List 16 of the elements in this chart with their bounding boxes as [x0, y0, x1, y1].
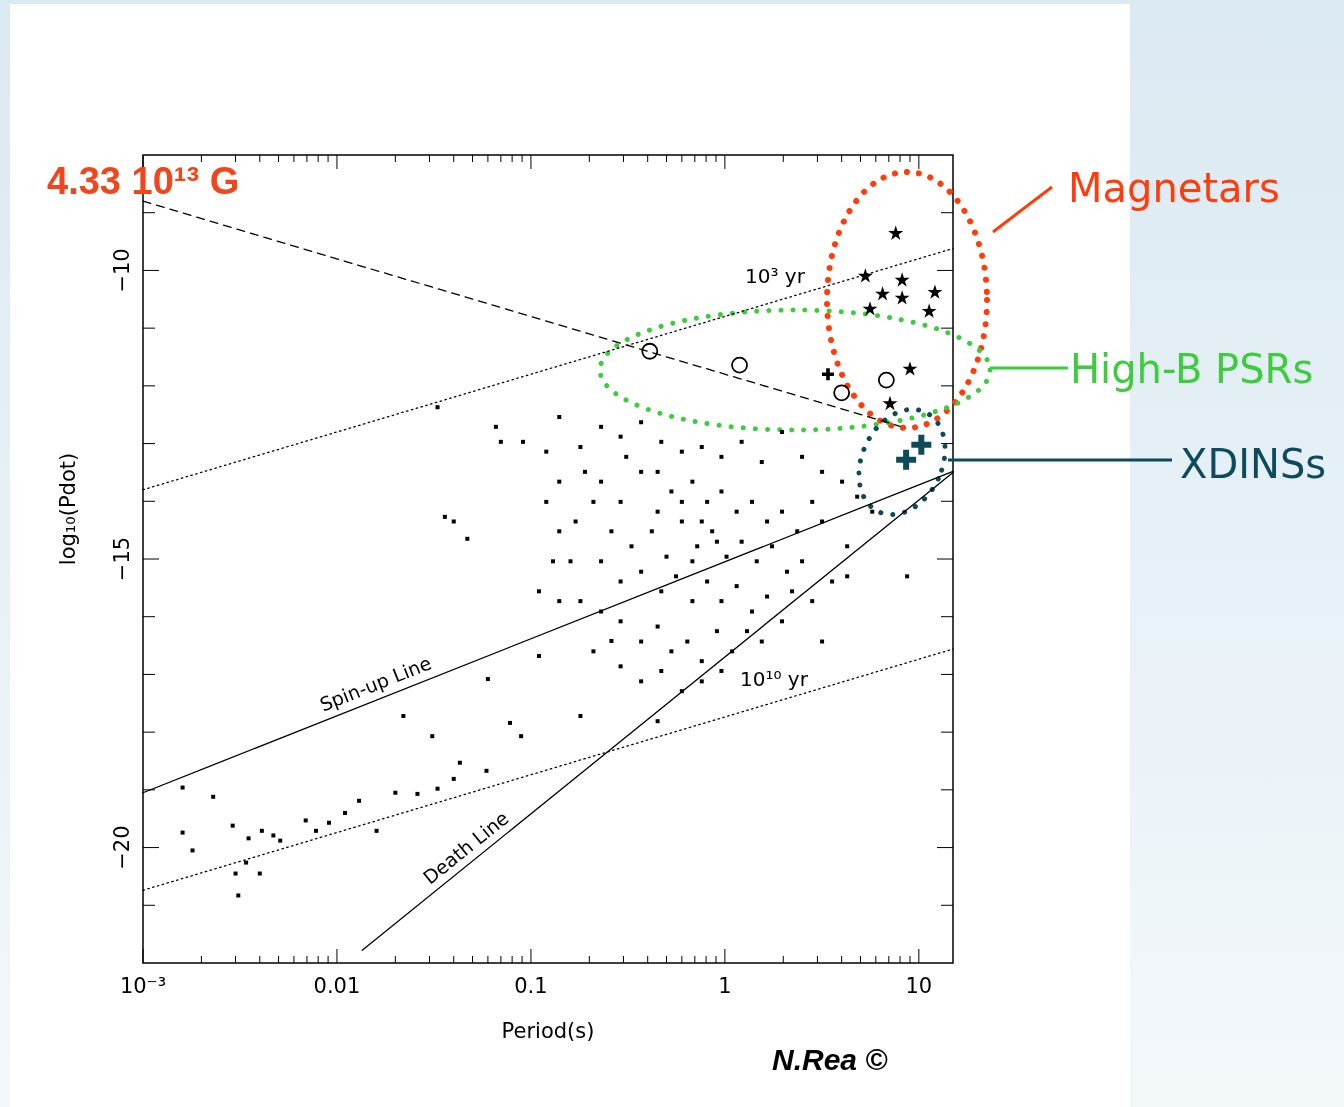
x-tick-label: 1 — [718, 974, 732, 998]
y-tick-label: −15 — [110, 536, 134, 582]
annotation: 10³ yr — [745, 264, 806, 288]
text: High-B PSRs — [1070, 346, 1314, 392]
y-tick-label: −10 — [110, 248, 134, 293]
x-tick-label: 10⁻³ — [119, 974, 167, 998]
x-tick-label: 10 — [905, 974, 933, 998]
text: N.Rea © — [772, 1043, 889, 1076]
x-tick-label: 0.01 — [313, 974, 361, 998]
x-tick-label: 0.1 — [514, 974, 548, 998]
text: Magnetars — [1068, 165, 1280, 211]
y-tick-label: −20 — [110, 825, 134, 870]
x-axis-title: Period(s) — [501, 1019, 595, 1043]
text: XDINSs — [1180, 441, 1327, 487]
y-axis-title: log₁₀(Pdot) — [56, 452, 80, 566]
annotation: 10¹⁰ yr — [740, 667, 809, 691]
